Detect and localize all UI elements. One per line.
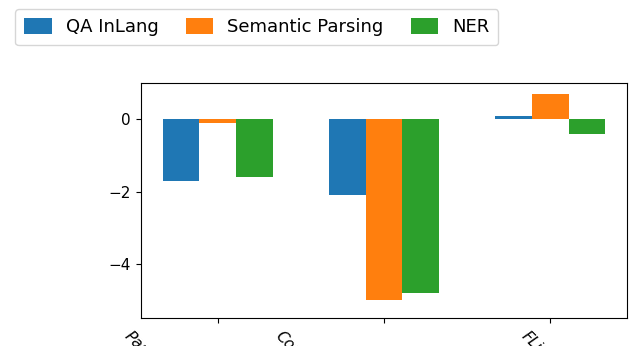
Bar: [163, 119, 200, 181]
Bar: [200, 119, 236, 123]
Bar: [329, 119, 365, 195]
Bar: [532, 94, 568, 119]
Bar: [403, 119, 439, 293]
Legend: QA InLang, Semantic Parsing, NER: QA InLang, Semantic Parsing, NER: [15, 9, 499, 45]
Bar: [495, 116, 532, 119]
Bar: [236, 119, 273, 177]
Bar: [365, 119, 403, 300]
Bar: [568, 119, 605, 134]
